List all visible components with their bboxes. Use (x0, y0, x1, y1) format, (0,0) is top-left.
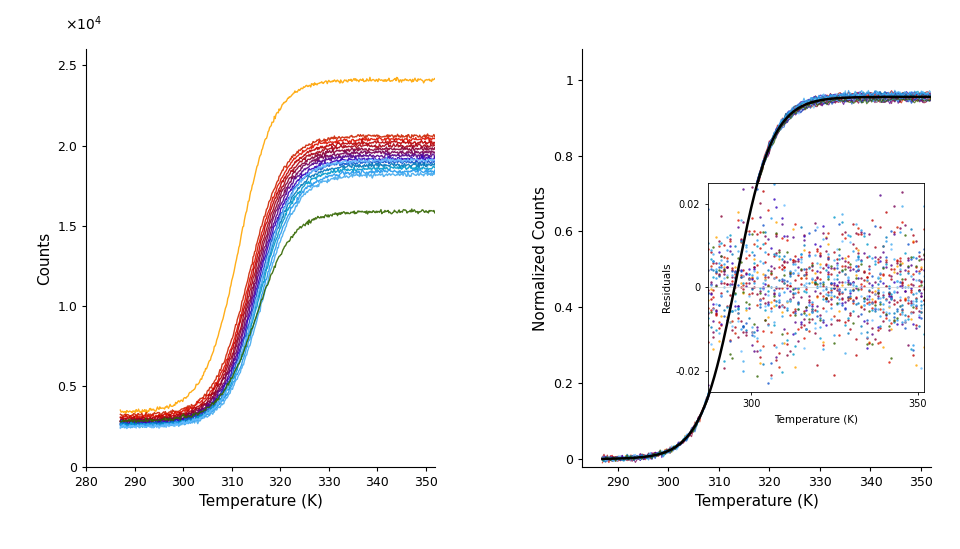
Text: $\times10^4$: $\times10^4$ (65, 14, 103, 33)
X-axis label: Temperature (K): Temperature (K) (695, 494, 819, 509)
X-axis label: Temperature (K): Temperature (K) (199, 494, 323, 509)
Y-axis label: Normalized Counts: Normalized Counts (533, 186, 547, 330)
Y-axis label: Counts: Counts (36, 232, 52, 284)
